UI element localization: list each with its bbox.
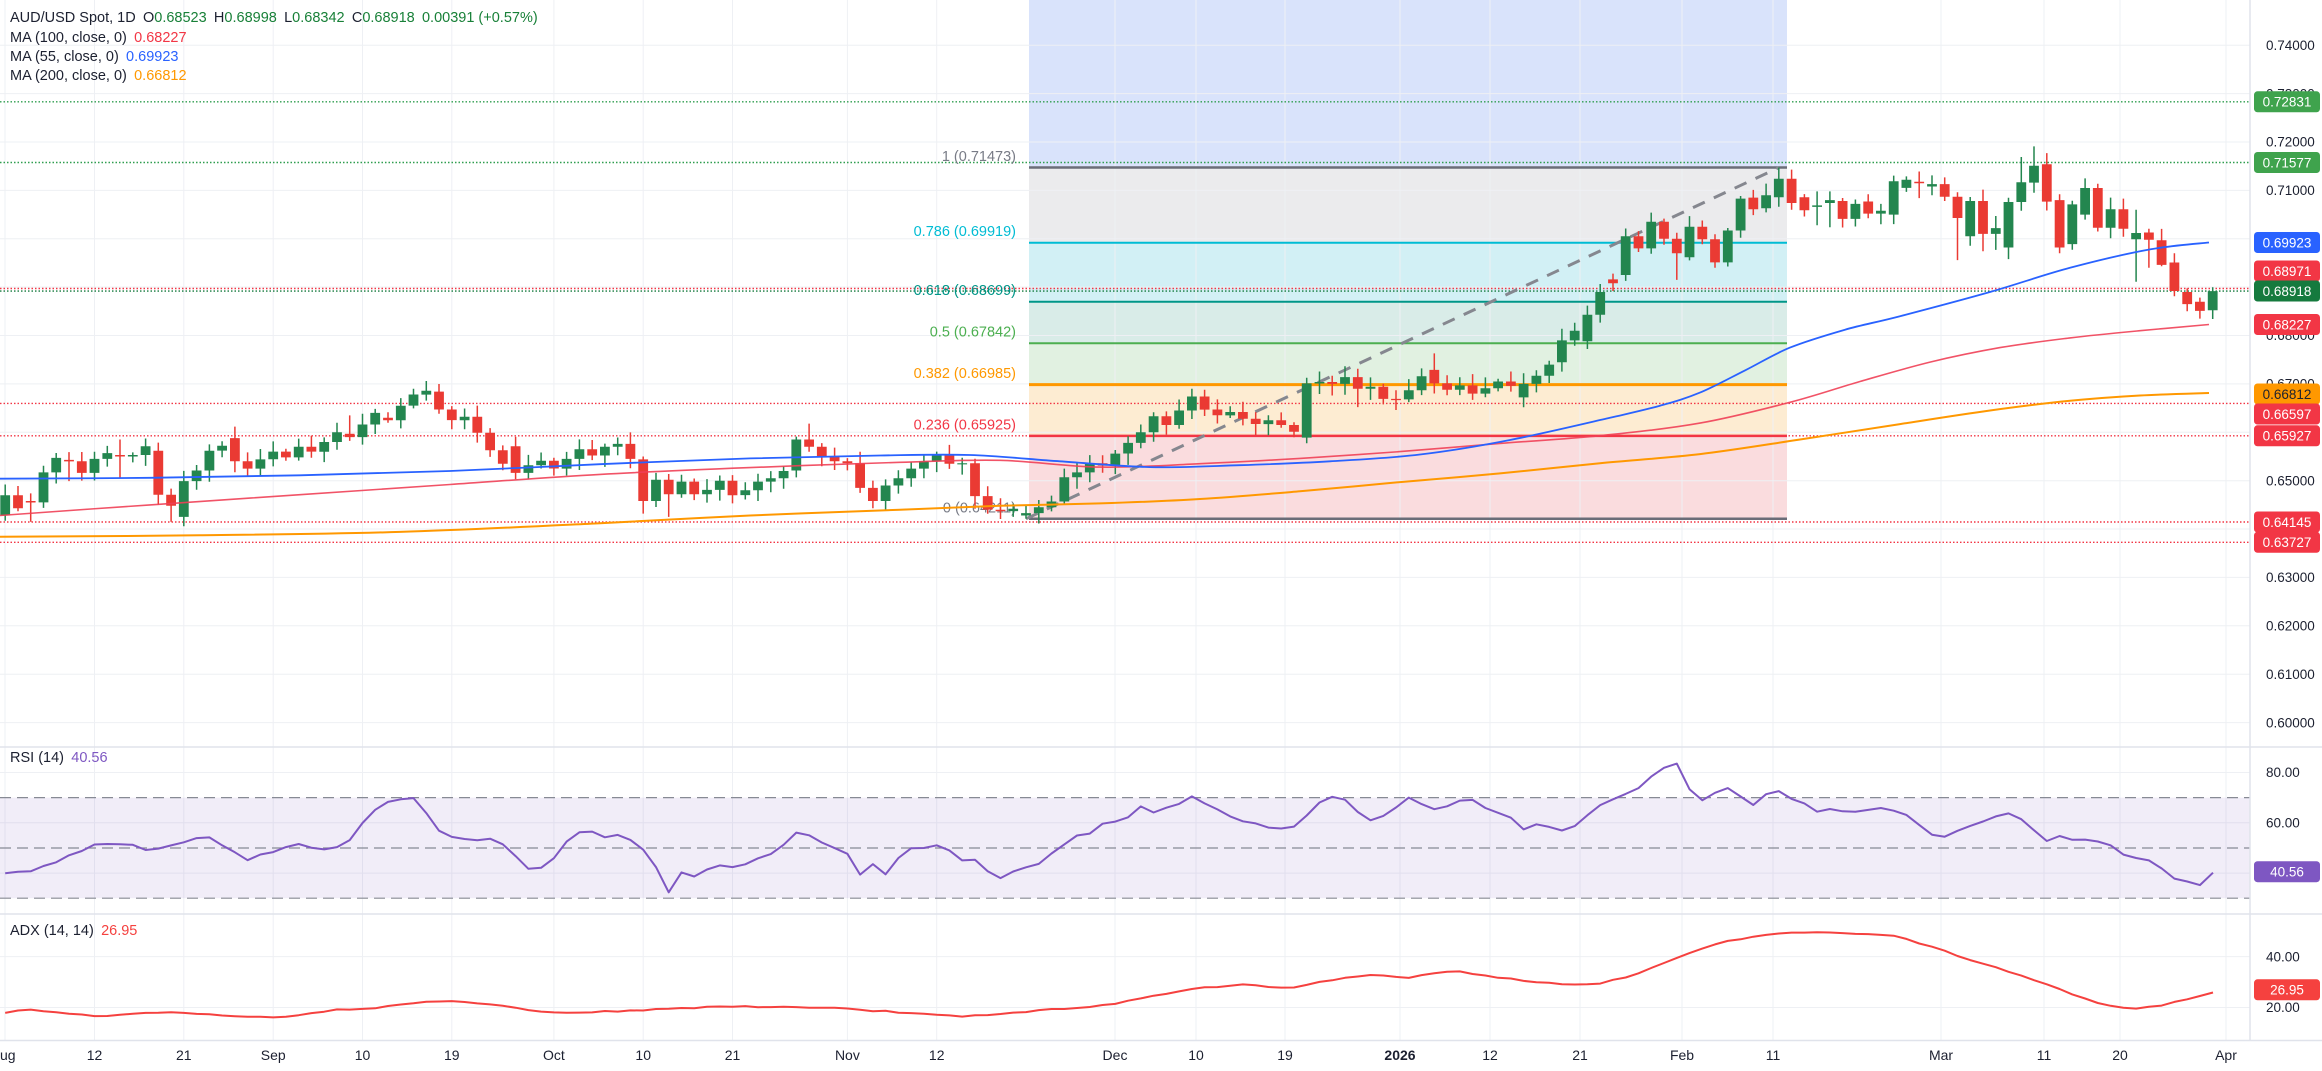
svg-text:21: 21 <box>725 1047 741 1063</box>
svg-text:Feb: Feb <box>1670 1047 1694 1063</box>
svg-text:11: 11 <box>2037 1047 2052 1063</box>
svg-text:0.71000: 0.71000 <box>2266 183 2315 198</box>
svg-text:0.63727: 0.63727 <box>2263 535 2312 550</box>
svg-text:11: 11 <box>1766 1047 1781 1063</box>
svg-text:0.61000: 0.61000 <box>2266 667 2315 682</box>
svg-text:Sep: Sep <box>261 1047 286 1063</box>
svg-text:ug: ug <box>0 1047 16 1063</box>
svg-text:0.65927: 0.65927 <box>2263 429 2312 444</box>
svg-text:2026: 2026 <box>1384 1047 1415 1063</box>
svg-text:20.00: 20.00 <box>2266 1000 2300 1015</box>
svg-text:RSI (14) 40.56: RSI (14) 40.56 <box>10 750 108 766</box>
svg-text:10: 10 <box>1188 1047 1204 1063</box>
svg-text:0.68918: 0.68918 <box>2263 284 2312 299</box>
svg-text:0.68227: 0.68227 <box>2263 317 2312 332</box>
svg-text:0.618 (0.68699): 0.618 (0.68699) <box>914 283 1016 299</box>
svg-text:Nov: Nov <box>835 1047 860 1063</box>
svg-text:0.62000: 0.62000 <box>2266 619 2315 634</box>
svg-text:60.00: 60.00 <box>2266 816 2300 831</box>
svg-text:0.71577: 0.71577 <box>2263 155 2312 170</box>
svg-text:12: 12 <box>87 1047 103 1063</box>
svg-text:0.60000: 0.60000 <box>2266 715 2315 730</box>
svg-text:0.69923: 0.69923 <box>2263 235 2312 250</box>
svg-text:MA (55, close, 0) 0.69923: MA (55, close, 0) 0.69923 <box>10 49 178 65</box>
svg-text:0.5 (0.67842): 0.5 (0.67842) <box>930 325 1016 341</box>
svg-text:40.56: 40.56 <box>2270 865 2304 880</box>
svg-text:0.74000: 0.74000 <box>2266 38 2315 53</box>
svg-text:10: 10 <box>355 1047 371 1063</box>
svg-text:AUD/USD Spot, 1D O0.68523 H0.6: AUD/USD Spot, 1D O0.68523 H0.68998 L0.68… <box>10 10 538 26</box>
svg-text:Dec: Dec <box>1103 1047 1128 1063</box>
svg-text:21: 21 <box>1572 1047 1588 1063</box>
svg-text:20: 20 <box>2112 1047 2128 1063</box>
svg-text:19: 19 <box>1277 1047 1293 1063</box>
svg-text:1 (0.71473): 1 (0.71473) <box>942 149 1016 165</box>
svg-text:Apr: Apr <box>2215 1047 2237 1063</box>
svg-text:0.72831: 0.72831 <box>2263 95 2312 110</box>
svg-text:80.00: 80.00 <box>2266 765 2300 780</box>
svg-text:0.68971: 0.68971 <box>2263 264 2312 279</box>
svg-text:0.382 (0.66985): 0.382 (0.66985) <box>914 366 1016 382</box>
svg-text:Mar: Mar <box>1929 1047 1953 1063</box>
svg-text:0.786 (0.69919): 0.786 (0.69919) <box>914 224 1016 240</box>
svg-text:ADX (14, 14) 26.95: ADX (14, 14) 26.95 <box>10 923 137 939</box>
svg-text:0.72000: 0.72000 <box>2266 135 2315 150</box>
svg-text:Oct: Oct <box>543 1047 565 1063</box>
svg-text:MA (200, close, 0) 0.66812: MA (200, close, 0) 0.66812 <box>10 68 187 84</box>
svg-text:0.65000: 0.65000 <box>2266 473 2315 488</box>
svg-text:12: 12 <box>1482 1047 1498 1063</box>
svg-text:0.64145: 0.64145 <box>2263 515 2312 530</box>
svg-text:40.00: 40.00 <box>2266 949 2300 964</box>
svg-text:MA (100, close, 0) 0.68227: MA (100, close, 0) 0.68227 <box>10 30 187 46</box>
svg-text:21: 21 <box>176 1047 192 1063</box>
svg-text:26.95: 26.95 <box>2270 983 2304 998</box>
svg-text:0.66597: 0.66597 <box>2263 407 2312 422</box>
svg-text:19: 19 <box>444 1047 460 1063</box>
svg-text:0.63000: 0.63000 <box>2266 570 2315 585</box>
svg-text:0.236 (0.65925): 0.236 (0.65925) <box>914 417 1016 433</box>
svg-text:12: 12 <box>929 1047 945 1063</box>
svg-text:0 (0.64211): 0 (0.64211) <box>943 500 1016 516</box>
svg-text:0.66812: 0.66812 <box>2263 387 2312 402</box>
svg-text:10: 10 <box>635 1047 651 1063</box>
